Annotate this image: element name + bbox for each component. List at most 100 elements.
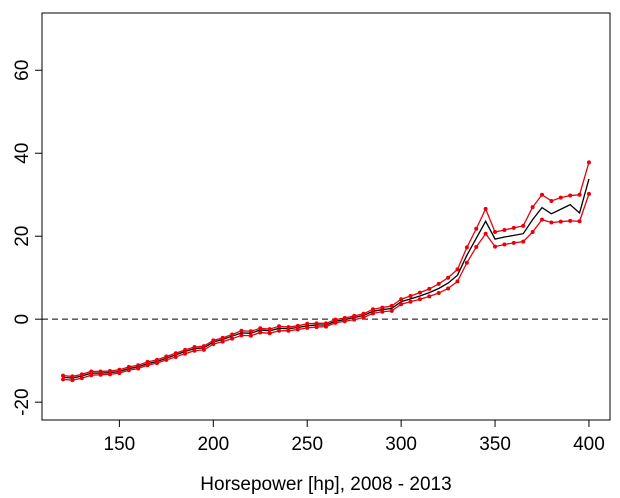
point (154, 361, 159, 366)
point (399, 302, 404, 307)
point (370, 311, 375, 316)
series-line (62, 162, 590, 378)
point (474, 226, 479, 231)
point (117, 367, 122, 372)
point (201, 347, 206, 352)
point (295, 323, 300, 328)
point (324, 321, 328, 326)
point (324, 324, 328, 329)
y-tick-label: 60 (12, 60, 33, 81)
point (417, 290, 422, 295)
point (79, 372, 84, 377)
point (258, 326, 263, 331)
point (277, 324, 282, 329)
point (370, 307, 375, 312)
point (220, 335, 225, 340)
y-tick-label: -20 (12, 388, 33, 415)
point (540, 192, 545, 197)
point (521, 239, 526, 244)
point (107, 372, 112, 377)
point (361, 311, 366, 316)
point (230, 332, 235, 337)
point (577, 192, 582, 197)
point (211, 342, 216, 347)
point (511, 225, 516, 230)
point (502, 242, 507, 247)
point (89, 373, 94, 378)
x-tick-label: 300 (385, 434, 417, 455)
point (361, 315, 366, 320)
point (530, 230, 535, 235)
point (446, 275, 451, 280)
point (126, 368, 131, 373)
series-line (62, 193, 590, 381)
point (98, 369, 103, 374)
point (267, 331, 272, 336)
point (145, 359, 150, 364)
point (483, 231, 488, 236)
point (342, 319, 347, 324)
point (530, 205, 535, 210)
point (502, 227, 507, 232)
x-tick-label: 150 (104, 434, 136, 455)
point (586, 160, 591, 165)
point (549, 220, 554, 225)
point (417, 297, 422, 302)
point (577, 219, 582, 224)
point (408, 293, 413, 298)
point (145, 363, 150, 368)
point (408, 299, 413, 304)
point (211, 338, 216, 343)
point (277, 328, 282, 333)
point (380, 309, 385, 314)
point (173, 354, 178, 359)
y-tick-label: 20 (12, 226, 33, 247)
x-tick-label: 400 (573, 434, 605, 455)
point (126, 364, 131, 369)
point (192, 348, 197, 353)
point (314, 325, 319, 330)
point (305, 321, 310, 326)
series-line (62, 178, 590, 379)
point (239, 328, 244, 333)
point (61, 373, 66, 378)
x-axis-label: Horsepower [hp], 2008 - 2013 (200, 474, 451, 495)
point (61, 377, 66, 382)
point (70, 378, 75, 383)
point (258, 330, 263, 335)
point (493, 244, 498, 249)
point (192, 344, 197, 349)
point (314, 321, 319, 326)
point (427, 294, 432, 299)
x-tick-label: 200 (197, 434, 229, 455)
point (173, 351, 178, 356)
point (248, 333, 253, 338)
point (474, 244, 479, 249)
point (183, 347, 188, 352)
point (117, 371, 122, 376)
point (352, 313, 357, 318)
point (511, 240, 516, 245)
point (342, 315, 347, 320)
point (436, 291, 441, 296)
point (380, 305, 385, 310)
point (248, 329, 253, 334)
point (164, 354, 169, 359)
x-tick-label: 250 (291, 434, 323, 455)
point (286, 328, 291, 333)
point (521, 223, 526, 228)
point (586, 191, 591, 196)
point (98, 372, 103, 377)
point (239, 333, 244, 338)
point (333, 317, 338, 322)
point (558, 219, 563, 224)
point (183, 351, 188, 356)
point (483, 206, 488, 211)
point (568, 193, 573, 198)
point (446, 286, 451, 291)
point (549, 198, 554, 203)
point (455, 279, 460, 284)
point (136, 366, 141, 371)
point (455, 267, 460, 272)
